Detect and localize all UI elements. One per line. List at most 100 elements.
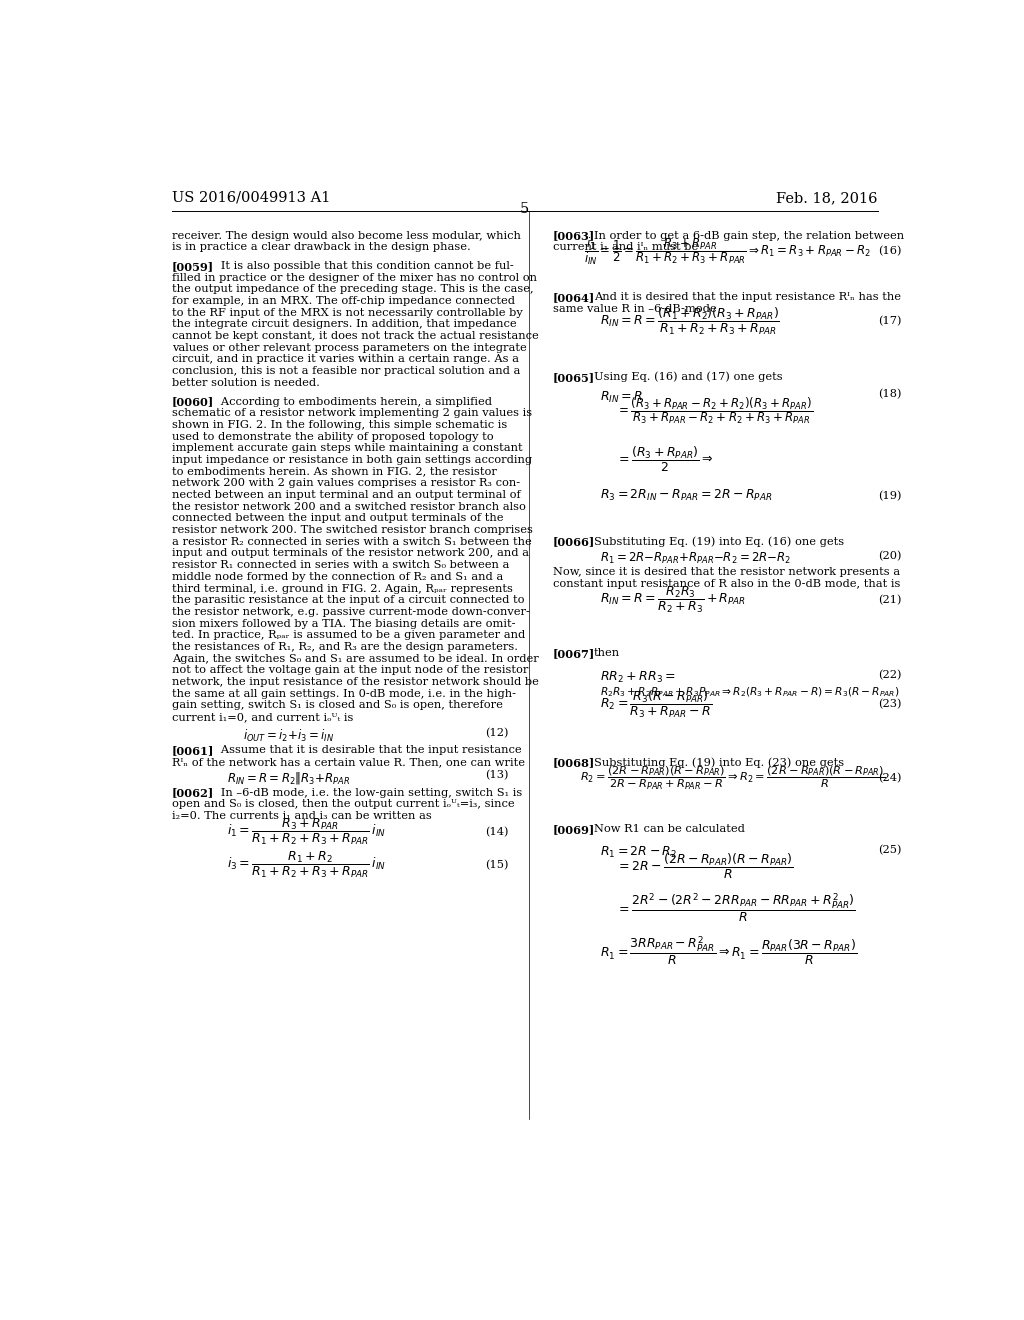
Text: Using Eq. (16) and (17) one gets: Using Eq. (16) and (17) one gets: [594, 372, 782, 383]
Text: (12): (12): [485, 727, 509, 738]
Text: to the RF input of the MRX is not necessarily controllable by: to the RF input of the MRX is not necess…: [172, 308, 522, 318]
Text: input and output terminals of the resistor network 200, and a: input and output terminals of the resist…: [172, 549, 528, 558]
Text: then: then: [594, 648, 620, 659]
Text: [0067]: [0067]: [553, 648, 595, 660]
Text: sion mixers followed by a TIA. The biasing details are omit-: sion mixers followed by a TIA. The biasi…: [172, 619, 515, 628]
Text: $= \dfrac{(R_3 + R_{PAR})}{2} \Rightarrow$: $= \dfrac{(R_3 + R_{PAR})}{2} \Rightarro…: [616, 445, 714, 474]
Text: Substituting Eq. (19) into Eq. (16) one gets: Substituting Eq. (19) into Eq. (16) one …: [594, 536, 844, 546]
Text: (14): (14): [485, 826, 509, 837]
Text: $R_{IN} = R$: $R_{IN} = R$: [600, 389, 643, 404]
Text: (23): (23): [879, 700, 902, 710]
Text: values or other relevant process parameters on the integrate: values or other relevant process paramet…: [172, 343, 526, 352]
Text: [0060]: [0060]: [172, 396, 214, 408]
Text: the resistor network, e.g. passive current-mode down-conver-: the resistor network, e.g. passive curre…: [172, 607, 529, 616]
Text: receiver. The design would also become less modular, which: receiver. The design would also become l…: [172, 231, 520, 240]
Text: input impedance or resistance in both gain settings according: input impedance or resistance in both ga…: [172, 455, 531, 465]
Text: constant input resistance of R also in the 0-dB mode, that is: constant input resistance of R also in t…: [553, 578, 900, 589]
Text: Now R1 can be calculated: Now R1 can be calculated: [594, 824, 744, 834]
Text: ted. In practice, Rₚₐᵣ is assumed to be a given parameter and: ted. In practice, Rₚₐᵣ is assumed to be …: [172, 631, 525, 640]
Text: $= \dfrac{2R^2 - (2R^2 - 2RR_{PAR} - RR_{PAR} + R_{PAR}^2)}{R}$: $= \dfrac{2R^2 - (2R^2 - 2RR_{PAR} - RR_…: [616, 892, 856, 925]
Text: In –6-dB mode, i.e. the low-gain setting, switch S₁ is: In –6-dB mode, i.e. the low-gain setting…: [210, 788, 522, 797]
Text: (21): (21): [879, 594, 902, 605]
Text: $R_1 = \dfrac{3RR_{PAR} - R_{PAR}^2}{R} \Rightarrow R_1 = \dfrac{R_{PAR}(3R - R_: $R_1 = \dfrac{3RR_{PAR} - R_{PAR}^2}{R} …: [600, 935, 857, 968]
Text: $R_2 = \dfrac{(2R - R_{PAR})(R - R_{PAR})}{2R - R_{PAR} + R_{PAR} - R} \Rightarr: $R_2 = \dfrac{(2R - R_{PAR})(R - R_{PAR}…: [581, 764, 886, 792]
Text: [0062]: [0062]: [172, 788, 214, 799]
Text: [0066]: [0066]: [553, 536, 595, 548]
Text: (18): (18): [879, 389, 902, 400]
Text: shown in FIG. 2. In the following, this simple schematic is: shown in FIG. 2. In the following, this …: [172, 420, 507, 430]
Text: Again, the switches S₀ and S₁ are assumed to be ideal. In order: Again, the switches S₀ and S₁ are assume…: [172, 653, 539, 664]
Text: 5: 5: [520, 202, 529, 216]
Text: for example, in an MRX. The off-chip impedance connected: for example, in an MRX. The off-chip imp…: [172, 296, 515, 306]
Text: (25): (25): [879, 845, 902, 855]
Text: (20): (20): [879, 550, 902, 561]
Text: open and S₀ is closed, then the output current iₒᵁₜ=i₃, since: open and S₀ is closed, then the output c…: [172, 799, 514, 809]
Text: the parasitic resistance at the input of a circuit connected to: the parasitic resistance at the input of…: [172, 595, 524, 606]
Text: $= \dfrac{(R_3 + R_{PAR} - R_2 + R_2)(R_3 + R_{PAR})}{R_3 + R_{PAR} - R_2 + R_2 : $= \dfrac{(R_3 + R_{PAR} - R_2 + R_2)(R_…: [616, 395, 813, 426]
Text: a resistor R₂ connected in series with a switch S₁ between the: a resistor R₂ connected in series with a…: [172, 537, 531, 546]
Text: $R_{IN}{=}R{=}R_2{\|}R_3{+}R_{PAR}$: $R_{IN}{=}R{=}R_2{\|}R_3{+}R_{PAR}$: [227, 770, 350, 785]
Text: Feb. 18, 2016: Feb. 18, 2016: [776, 191, 878, 205]
Text: $R_2 = \dfrac{R_3(R - R_{PAR})}{R_3 + R_{PAR} - R}$: $R_2 = \dfrac{R_3(R - R_{PAR})}{R_3 + R_…: [600, 689, 713, 721]
Text: gain setting, switch S₁ is closed and S₀ is open, therefore: gain setting, switch S₁ is closed and S₀…: [172, 701, 503, 710]
Text: [0069]: [0069]: [553, 824, 595, 836]
Text: (15): (15): [485, 859, 509, 870]
Text: cannot be kept constant, it does not track the actual resistance: cannot be kept constant, it does not tra…: [172, 331, 539, 341]
Text: (24): (24): [879, 774, 902, 784]
Text: According to embodiments herein, a simplified: According to embodiments herein, a simpl…: [210, 396, 492, 407]
Text: $i_{OUT}{=}i_2{+}i_3{=}i_{IN}$: $i_{OUT}{=}i_2{+}i_3{=}i_{IN}$: [243, 727, 334, 744]
Text: [0059]: [0059]: [172, 261, 214, 272]
Text: In order to get a 6-dB gain step, the relation between: In order to get a 6-dB gain step, the re…: [594, 231, 904, 240]
Text: resistor network 200. The switched resistor branch comprises: resistor network 200. The switched resis…: [172, 525, 532, 535]
Text: the resistor network 200 and a switched resistor branch also: the resistor network 200 and a switched …: [172, 502, 525, 512]
Text: the same at all gain settings. In 0-dB mode, i.e. in the high-: the same at all gain settings. In 0-dB m…: [172, 689, 516, 698]
Text: Rᴵₙ of the network has a certain value R. Then, one can write: Rᴵₙ of the network has a certain value R…: [172, 758, 524, 767]
Text: filled in practice or the designer of the mixer has no control on: filled in practice or the designer of th…: [172, 273, 537, 282]
Text: $R_1 = 2R - R_2$: $R_1 = 2R - R_2$: [600, 845, 678, 861]
Text: $RR_2 + RR_3 =$: $RR_2 + RR_3 =$: [600, 669, 676, 685]
Text: nected between an input terminal and an output terminal of: nected between an input terminal and an …: [172, 490, 520, 500]
Text: i₂=0. The currents i₁ and i₃ can be written as: i₂=0. The currents i₁ and i₃ can be writ…: [172, 810, 431, 821]
Text: used to demonstrate the ability of proposed topology to: used to demonstrate the ability of propo…: [172, 432, 494, 442]
Text: $\dfrac{i_1}{i_{IN}} = \dfrac{1}{2} = \dfrac{R_3 + R_{PAR}}{R_1 + R_2 + R_3 + R_: $\dfrac{i_1}{i_{IN}} = \dfrac{1}{2} = \d…: [585, 235, 871, 267]
Text: $i_3 = \dfrac{R_1 + R_2}{R_1 + R_2 + R_3 + R_{PAR}}\,i_{IN}$: $i_3 = \dfrac{R_1 + R_2}{R_1 + R_2 + R_3…: [227, 850, 386, 879]
Text: Now, since it is desired that the resistor network presents a: Now, since it is desired that the resist…: [553, 566, 900, 577]
Text: connected between the input and output terminals of the: connected between the input and output t…: [172, 513, 503, 524]
Text: $i_1 = \dfrac{R_3 + R_{PAR}}{R_1 + R_2 + R_3 + R_{PAR}}\,i_{IN}$: $i_1 = \dfrac{R_3 + R_{PAR}}{R_1 + R_2 +…: [227, 817, 386, 847]
Text: [0061]: [0061]: [172, 746, 214, 756]
Text: (16): (16): [879, 246, 902, 256]
Text: $R_{IN} = R = \dfrac{R_2 R_3}{R_2 + R_3} + R_{PAR}$: $R_{IN} = R = \dfrac{R_2 R_3}{R_2 + R_3}…: [600, 585, 746, 615]
Text: (19): (19): [879, 491, 902, 502]
Text: resistor R₁ connected in series with a switch S₀ between a: resistor R₁ connected in series with a s…: [172, 560, 509, 570]
Text: Assume that it is desirable that the input resistance: Assume that it is desirable that the inp…: [210, 746, 521, 755]
Text: schematic of a resistor network implementing 2 gain values is: schematic of a resistor network implemen…: [172, 408, 531, 418]
Text: the resistances of R₁, R₂, and R₃ are the design parameters.: the resistances of R₁, R₂, and R₃ are th…: [172, 642, 518, 652]
Text: network 200 with 2 gain values comprises a resistor R₃ con-: network 200 with 2 gain values comprises…: [172, 478, 520, 488]
Text: $R_3 = 2R_{IN} - R_{PAR} = 2R - R_{PAR}$: $R_3 = 2R_{IN} - R_{PAR} = 2R - R_{PAR}$: [600, 488, 772, 503]
Text: current i₁=0, and current iₒᵁₜ is: current i₁=0, and current iₒᵁₜ is: [172, 711, 353, 722]
Text: $= 2R - \dfrac{(2R - R_{PAR})(R - R_{PAR})}{R}$: $= 2R - \dfrac{(2R - R_{PAR})(R - R_{PAR…: [616, 851, 794, 880]
Text: [0064]: [0064]: [553, 292, 595, 302]
Text: the integrate circuit designers. In addition, that impedance: the integrate circuit designers. In addi…: [172, 319, 516, 330]
Text: the output impedance of the preceding stage. This is the case,: the output impedance of the preceding st…: [172, 284, 534, 294]
Text: third terminal, i.e. ground in FIG. 2. Again, Rₚₐᵣ represents: third terminal, i.e. ground in FIG. 2. A…: [172, 583, 513, 594]
Text: same value R in –6-dB-mode: same value R in –6-dB-mode: [553, 304, 716, 314]
Text: is in practice a clear drawback in the design phase.: is in practice a clear drawback in the d…: [172, 243, 470, 252]
Text: Substituting Eq. (19) into Eq. (23) one gets: Substituting Eq. (19) into Eq. (23) one …: [594, 758, 844, 768]
Text: $R_{IN} = R = \dfrac{(R_1 + R_2)(R_3 + R_{PAR})}{R_1 + R_2 + R_3 + R_{PAR}}$: $R_{IN} = R = \dfrac{(R_1 + R_2)(R_3 + R…: [600, 305, 780, 337]
Text: better solution is needed.: better solution is needed.: [172, 378, 319, 388]
Text: (17): (17): [879, 315, 902, 326]
Text: middle node formed by the connection of R₂ and S₁ and a: middle node formed by the connection of …: [172, 572, 503, 582]
Text: implement accurate gain steps while maintaining a constant: implement accurate gain steps while main…: [172, 444, 522, 453]
Text: to embodiments herein. As shown in FIG. 2, the resistor: to embodiments herein. As shown in FIG. …: [172, 467, 497, 477]
Text: And it is desired that the input resistance Rᴵₙ has the: And it is desired that the input resista…: [594, 292, 901, 302]
Text: $R_1{=}2R{-}R_{PAR}{+}R_{PAR}{-}R_2{=}2R{-}R_2$: $R_1{=}2R{-}R_{PAR}{+}R_{PAR}{-}R_2{=}2R…: [600, 550, 792, 566]
Text: conclusion, this is not a feasible nor practical solution and a: conclusion, this is not a feasible nor p…: [172, 366, 520, 376]
Text: [0068]: [0068]: [553, 758, 595, 768]
Text: not to affect the voltage gain at the input node of the resistor: not to affect the voltage gain at the in…: [172, 665, 528, 676]
Text: network, the input resistance of the resistor network should be: network, the input resistance of the res…: [172, 677, 539, 688]
Text: It is also possible that this condition cannot be ful-: It is also possible that this condition …: [210, 261, 513, 271]
Text: circuit, and in practice it varies within a certain range. As a: circuit, and in practice it varies withi…: [172, 355, 518, 364]
Text: US 2016/0049913 A1: US 2016/0049913 A1: [172, 191, 330, 205]
Text: (13): (13): [485, 770, 509, 780]
